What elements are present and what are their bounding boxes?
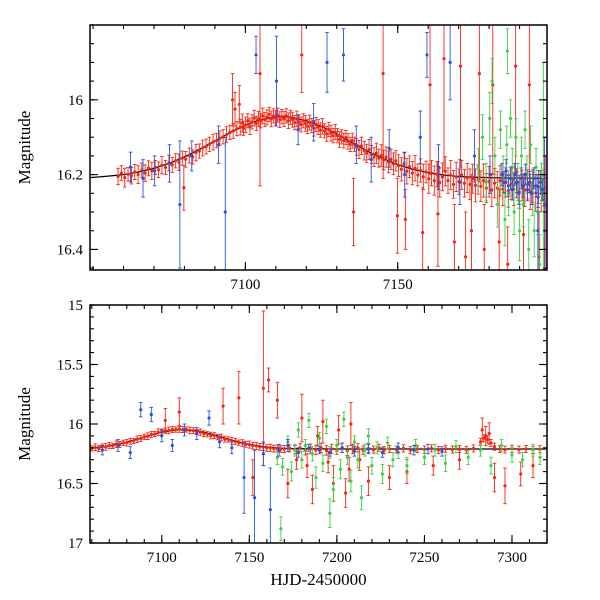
y-tick-label: 15 xyxy=(68,298,83,314)
y-tick-label: 17 xyxy=(68,536,84,552)
x-axis-label: HJD-2450000 xyxy=(270,570,366,589)
x-tick-label: 7250 xyxy=(409,550,439,566)
y-tick-label: 16.2 xyxy=(57,168,83,184)
y-tick-label: 16 xyxy=(68,93,84,109)
y-tick-label: 15.5 xyxy=(57,358,83,374)
axis-ticks xyxy=(90,304,548,544)
x-tick-label: 7300 xyxy=(497,550,527,566)
y-tick-label: 16.4 xyxy=(57,242,84,258)
x-tick-label: 7150 xyxy=(234,550,264,566)
y-tick-label: 16 xyxy=(68,417,84,433)
y-tick-label: 16.5 xyxy=(57,477,83,493)
x-tick-label: 7100 xyxy=(147,550,177,566)
series-blue xyxy=(128,25,547,270)
lower-panel-full: 7100 7150 7200 7250 7300 15 15.5 16 16.5 17 Magnit… xyxy=(15,298,548,589)
lower-panel-full-plot-area xyxy=(90,310,547,543)
axes-frame xyxy=(89,24,548,271)
axis-ticks xyxy=(90,24,547,270)
y-axis-label: Magnitude xyxy=(15,387,34,461)
y-axis-label: Magnitude xyxy=(15,111,34,185)
upper-panel-zoom: 7100 7150 16 16.2 16.4 Magnitude xyxy=(15,24,548,293)
x-tick-label: 7150 xyxy=(383,277,413,293)
x-tick-label: 7200 xyxy=(322,550,352,566)
series-blue xyxy=(100,402,444,543)
upper-panel-zoom-plot-area xyxy=(90,25,547,270)
x-tick-label: 7100 xyxy=(230,277,260,293)
